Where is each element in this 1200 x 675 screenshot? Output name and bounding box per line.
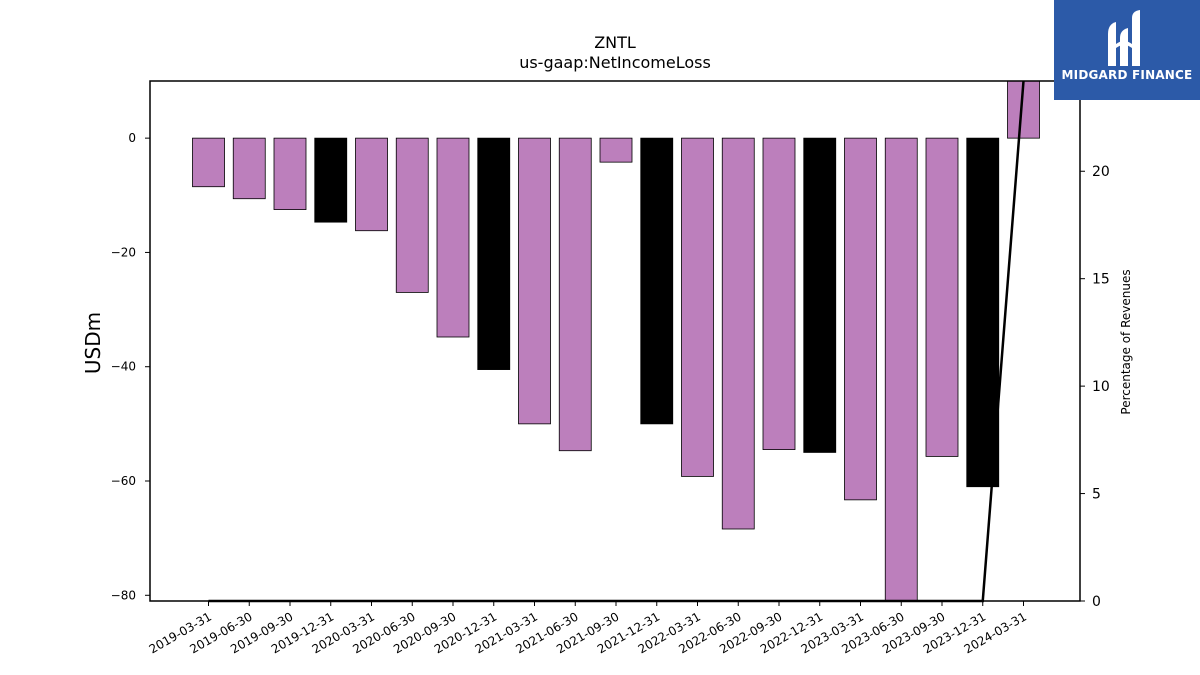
bar-2020-03-31 xyxy=(355,137,388,232)
chart-title: ZNTL xyxy=(594,33,636,52)
y2-tick-label: 0 xyxy=(1092,594,1101,610)
axes xyxy=(149,80,1081,602)
ticks: 0−20−40−60−80 051015202019-03-312019-06-3… xyxy=(111,131,1110,656)
y2-tick-label: 20 xyxy=(1092,164,1110,180)
bar-2022-12-31 xyxy=(803,137,837,453)
y2-tick-label: 5 xyxy=(1092,487,1101,503)
bar-2023-09-30 xyxy=(925,137,959,457)
bar-2019-03-31 xyxy=(192,137,225,188)
plot-frame xyxy=(149,80,1081,602)
bar-2020-09-30 xyxy=(436,137,470,338)
bar-2020-06-30 xyxy=(395,137,429,293)
bar-2022-06-30 xyxy=(721,137,755,530)
y-tick-label: −60 xyxy=(111,474,136,488)
bar-2022-03-31 xyxy=(681,137,714,477)
y2-tick-label: 10 xyxy=(1092,379,1110,395)
y-tick-label: 0 xyxy=(128,131,136,145)
y2-tick-label: 15 xyxy=(1092,272,1110,288)
bar-2019-12-31 xyxy=(314,137,348,223)
bar-2019-06-30 xyxy=(232,137,266,200)
bar-2023-06-30 xyxy=(884,137,918,602)
y-axis-label: USDm xyxy=(81,312,105,374)
logo-badge: MIDGARD FINANCE xyxy=(1054,0,1200,100)
bar-2021-09-30 xyxy=(599,137,633,163)
y-tick-label: −80 xyxy=(111,588,136,602)
bar-2022-09-30 xyxy=(762,137,796,450)
y-tick-label: −20 xyxy=(111,245,136,259)
bar-2019-09-30 xyxy=(273,137,307,210)
bar-2021-06-30 xyxy=(558,137,592,452)
y-tick-label: −40 xyxy=(111,360,136,374)
chart-subtitle: us-gaap:NetIncomeLoss xyxy=(519,53,711,72)
bar-2021-03-31 xyxy=(518,137,551,425)
bars xyxy=(192,80,1040,602)
midgard-logo-icon xyxy=(1108,10,1140,66)
logo-text: MIDGARD FINANCE xyxy=(1061,68,1193,82)
bar-2023-03-31 xyxy=(844,137,877,501)
bar-2023-12-31 xyxy=(966,137,1000,488)
bar-2021-12-31 xyxy=(640,137,674,425)
bar-2020-12-31 xyxy=(477,137,511,370)
y2-axis-label: Percentage of Revenues xyxy=(1119,269,1133,414)
